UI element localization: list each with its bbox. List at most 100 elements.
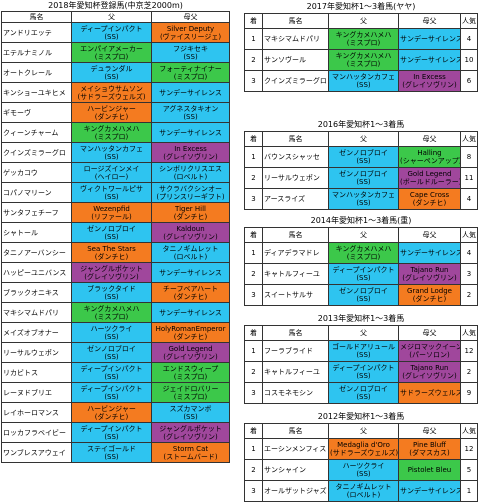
sire-line: (SS): [356, 295, 371, 303]
popularity: 9: [459, 382, 479, 404]
row: キンショーユキヒメ メイショウサムソン (サドラーズウェルズ) サンデーサイレンス: [1, 82, 231, 103]
sire-line: (グレイソヴリン): [163, 352, 218, 361]
sire-name: ジャングルポケット: [80, 264, 143, 273]
pedigree-cell: Gold Legend (グレイソヴリン): [150, 342, 231, 363]
sire-name: In Excess: [174, 144, 207, 153]
header-cell: 父: [328, 131, 399, 147]
pedigree-cell: アグネスタキオン (SS): [150, 102, 231, 123]
sire-name: Tiger Hill: [175, 204, 206, 213]
title-row: 2018年愛知杯登録馬(中京芝2000m): [2, 0, 230, 12]
pedigree-cell: キングカメハメハ (ミスプロ): [328, 49, 399, 71]
pedigree-cell: Tajano Run (グレイソヴリン): [398, 361, 461, 383]
sire-name: ディープインパクト: [80, 24, 143, 33]
header-cell: 馬名: [262, 325, 329, 341]
sire-name: メイショウサムソン: [80, 84, 143, 93]
sire-name: Cape Cross: [409, 191, 450, 199]
pedigree-cell: ジェイドロバリー (ミスプロ): [150, 382, 231, 403]
sire-name: キングカメハメハ: [83, 304, 140, 313]
sire-name: ハーツクライ: [342, 462, 385, 470]
header-cell: 馬名: [262, 13, 329, 29]
row: ハッピーユニバンス ジャングルポケット (グレイソヴリン) サンデーサイレンス: [1, 262, 231, 283]
pedigree-cell: ゼンノロブロイ (SS): [71, 342, 152, 363]
row: アンドリエッテ ディープインパクト (SS) Silver Deputy (ヴァイスリー…: [1, 22, 231, 43]
pedigree-cell: ハーツクライ (SS): [328, 459, 399, 481]
pedigree-cell: Silver Deputy (ヴァイスリージェ): [150, 22, 231, 43]
pedigree-cell: メジロマックイーン (パーソロン): [398, 340, 461, 362]
sire-line: (ダマスカス): [409, 449, 450, 457]
sire-name: In Excess: [413, 73, 446, 81]
pedigree-cell: ゼンノロブロイ (SS): [328, 146, 399, 168]
pedigree-cell: ディープインパクト (SS): [71, 22, 152, 43]
sire-name: Halling: [417, 149, 442, 157]
horse-name: スイートサルサ: [262, 284, 329, 306]
popularity: 5: [459, 459, 479, 481]
sire-line: (ボールドルーラー): [400, 178, 461, 186]
pedigree-cell: Medaglia d'Oro (サドラーズウェルズ): [328, 438, 399, 460]
sire-name: Gold Legend: [168, 344, 213, 353]
header-row: 着馬名父母父 人気: [244, 423, 479, 439]
horse-name: サンシャイン: [262, 459, 329, 481]
pedigree-cell: マンハッタンカフェ (SS): [71, 142, 152, 163]
sire-name: サドラーズウェルズ: [400, 389, 461, 397]
horse-name: サンソヴール: [262, 49, 329, 71]
sire-line: (SS): [356, 81, 371, 89]
horse-name: バウンスシャッセ: [262, 146, 329, 168]
sire-name: タニノギムレット: [335, 483, 392, 491]
row: 1 フーラブライド ゴールドアリュール (SS) メジロマックイーン (パーソロン) 12: [244, 340, 479, 362]
sire-name: マンハッタンカフェ: [332, 191, 395, 199]
pedigree-cell: フォーティナイナー (ミスプロ): [150, 62, 231, 83]
sire-name: ディープインパクト: [80, 384, 143, 393]
pedigree-cell: Grand Lodge (ダンチヒ): [398, 284, 461, 306]
pedigree-cell: キングカメハメハ (ミスプロ): [328, 28, 399, 50]
header-cell: 母父: [398, 325, 461, 341]
row: 2 キャトルフィーユ ディープインパクト (SS) Tajano Run (グレイソヴリン…: [244, 361, 479, 383]
title-row: 2014年愛知杯1～3着馬(重): [245, 214, 478, 228]
pedigree-cell: サンデーサイレンス: [150, 82, 231, 103]
pedigree-cell: タニノギムレット (ロベルト): [150, 242, 231, 263]
section-title: 2012年愛知杯1～3着馬: [317, 411, 405, 421]
row: 1 エーシンメンフィス Medaglia d'Oro (サドラーズウェルズ) Pine …: [244, 438, 479, 460]
rank: 1: [244, 340, 263, 362]
popularity: 1: [459, 480, 479, 502]
sire-name: Kaldoun: [176, 224, 205, 233]
row: 2 リーサルウェポン ゼンノロブロイ (SS) Gold Legend (ボールドルーラー…: [244, 167, 479, 189]
sire-name: キングカメハメハ: [335, 52, 392, 60]
horse-name: リカビトス: [1, 362, 72, 383]
sire-line: (ロベルト): [173, 172, 208, 181]
rank: 2: [244, 49, 263, 71]
title-row: 2012年愛知杯1～3着馬: [245, 410, 478, 424]
sire-name: ディープインパクト: [332, 266, 395, 274]
sire-line: (SS): [104, 392, 119, 401]
pedigree-cell: チーフベアハート (ダンチヒ): [150, 282, 231, 303]
sire-line: (SS): [104, 292, 119, 301]
pedigree-cell: ジャングルポケット (グレイソヴリン): [71, 262, 152, 283]
pedigree-cell: サンデーサイレンス: [398, 28, 461, 50]
title-row: 2013年愛知杯1～3着馬: [245, 312, 478, 326]
popularity: 4: [460, 28, 478, 50]
horse-name: キンショーユキヒメ: [1, 82, 72, 103]
sire-name: タニノギムレット: [162, 244, 219, 253]
header-cell: 馬名: [262, 423, 329, 439]
sire-line: (ミスプロ): [346, 60, 381, 68]
sire-name: HolyRomanEmperor: [155, 324, 226, 333]
sire-line: (サドラーズウェルズ): [77, 92, 146, 101]
sire-name: ゼンノロブロイ: [87, 344, 136, 353]
horse-name: ブラックオニキス: [1, 282, 72, 303]
popularity: 10: [460, 49, 478, 71]
sire-name: ジェイドロバリー: [162, 384, 219, 393]
pedigree-cell: スズカマンボ (SS): [150, 402, 231, 423]
pedigree-cell: マンハッタンカフェ (SS): [328, 70, 399, 92]
row: 3 コスモネモシン ゼンノロブロイ (SS) サドラーズウェルズ 9: [244, 382, 479, 404]
pedigree-cell: Kaldoun (グレイソヴリン): [150, 222, 231, 243]
pedigree-cell: サドラーズウェルズ: [398, 382, 461, 404]
pedigree-cell: サンデーサイレンス: [398, 242, 461, 264]
sire-name: ブラックタイド: [87, 284, 136, 293]
sire-name: エンドスウィープ: [162, 364, 219, 373]
popularity: 8: [459, 146, 479, 168]
pedigree-cell: Wezenpfid (リファール): [71, 202, 152, 223]
row: 3 クインズミラーグロ マンハッタンカフェ (SS) In Excess (グレイソヴリン…: [244, 70, 478, 92]
row: ロッカフラベイビー ディープインパクト (SS) ジャングルポケット (グレイソヴリン): [1, 422, 231, 443]
sire-line: (SS): [104, 452, 119, 461]
horse-name: エテルナミノル: [1, 42, 72, 63]
